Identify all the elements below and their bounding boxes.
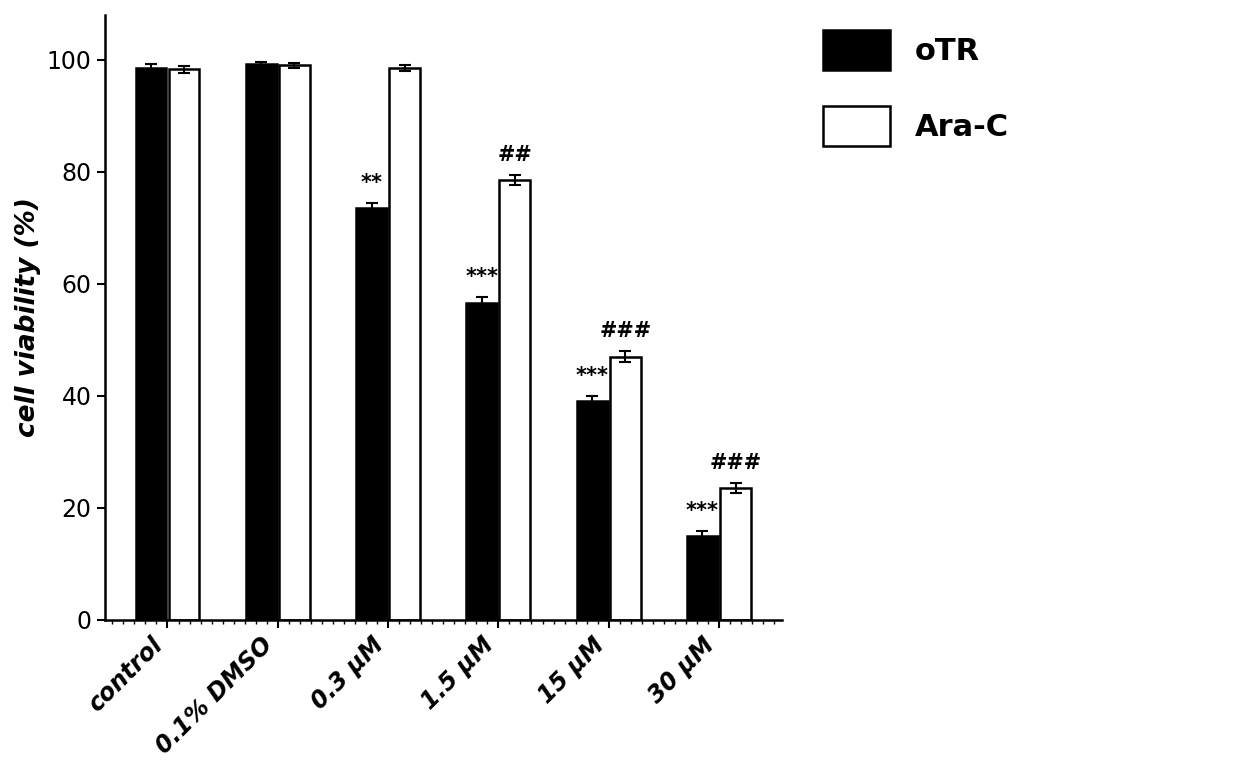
- Text: **: **: [361, 173, 383, 193]
- Bar: [135, 68, 166, 620]
- Bar: [356, 208, 387, 620]
- Bar: [687, 536, 718, 620]
- Bar: [577, 402, 608, 620]
- Bar: [500, 180, 531, 620]
- Bar: [246, 64, 277, 620]
- Bar: [169, 70, 200, 620]
- Bar: [466, 303, 497, 620]
- Text: ###: ###: [599, 321, 651, 341]
- Text: ##: ##: [497, 145, 532, 165]
- Y-axis label: cell viability (%): cell viability (%): [15, 197, 41, 437]
- Text: ***: ***: [575, 366, 609, 386]
- Bar: [389, 68, 420, 620]
- Bar: [720, 488, 751, 620]
- Legend: oTR, Ara-C: oTR, Ara-C: [811, 18, 1021, 158]
- Text: ***: ***: [686, 502, 719, 521]
- Bar: [279, 66, 310, 620]
- Text: ***: ***: [465, 266, 498, 286]
- Bar: [610, 357, 641, 620]
- Text: ###: ###: [709, 453, 761, 473]
